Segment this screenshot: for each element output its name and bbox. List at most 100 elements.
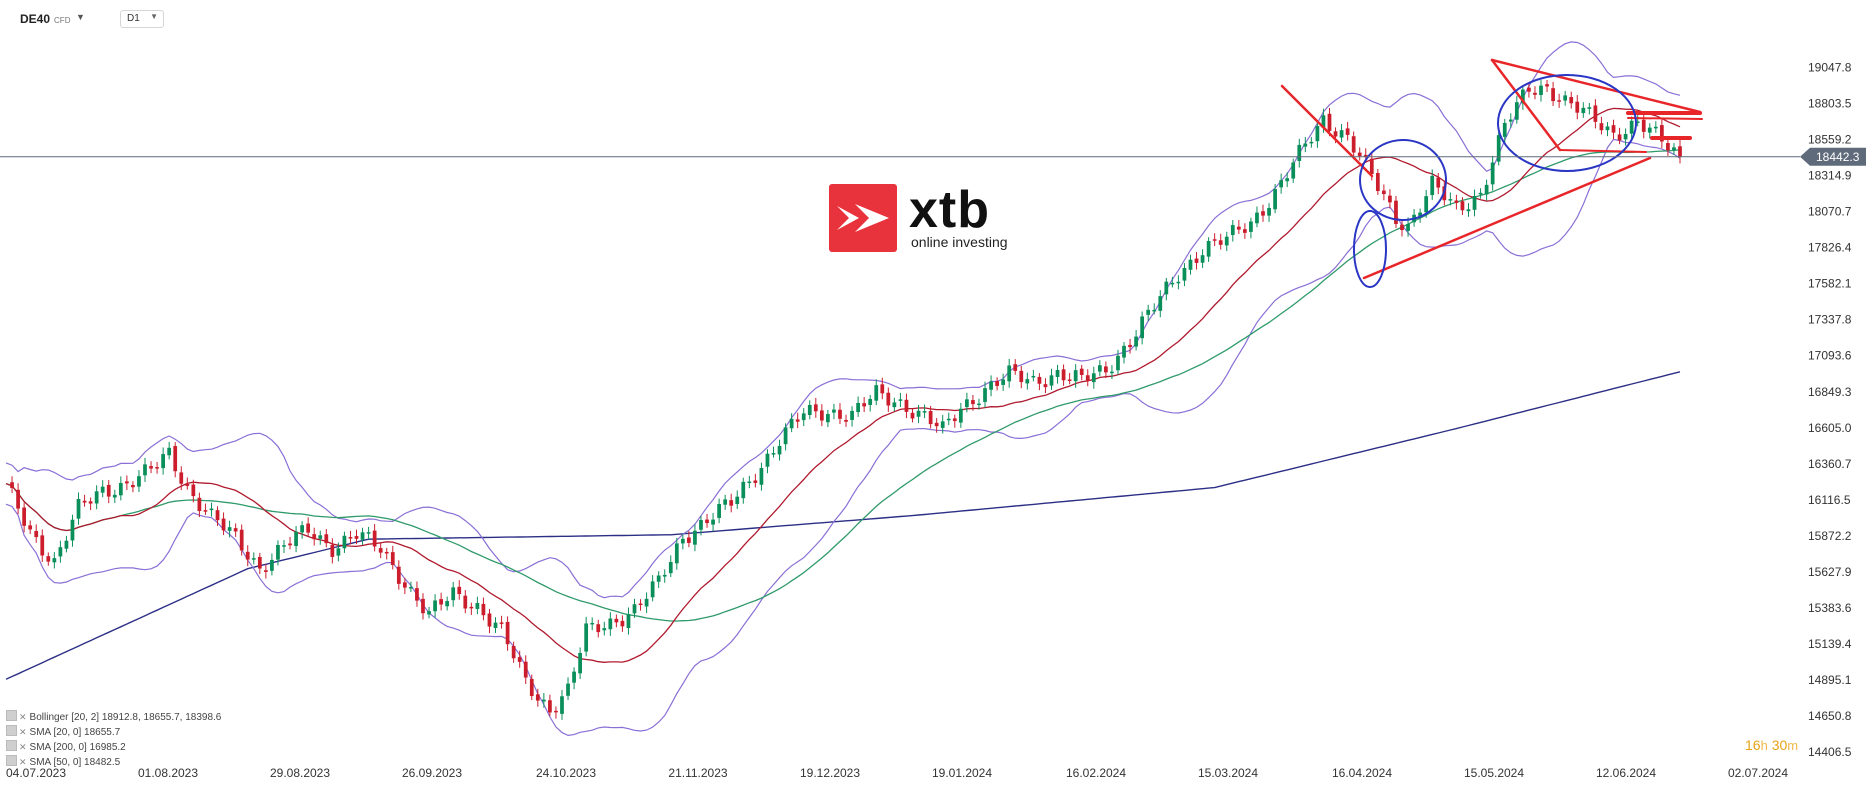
candle[interactable] (384, 547, 389, 560)
candle[interactable] (457, 580, 462, 600)
candle[interactable] (179, 466, 184, 491)
candle[interactable] (910, 408, 915, 423)
candle[interactable] (475, 596, 480, 615)
candle[interactable] (1212, 233, 1217, 247)
candle[interactable] (535, 688, 540, 707)
candle[interactable] (185, 477, 190, 490)
candle[interactable] (735, 490, 740, 509)
candle[interactable] (1097, 360, 1102, 377)
candle[interactable] (1647, 123, 1652, 139)
candle[interactable] (1599, 116, 1604, 135)
candle[interactable] (1236, 220, 1241, 234)
candle[interactable] (1182, 263, 1187, 287)
candle[interactable] (1623, 128, 1628, 146)
candle[interactable] (795, 412, 800, 429)
candle[interactable] (1085, 369, 1090, 387)
candle[interactable] (747, 475, 752, 489)
candle[interactable] (360, 527, 365, 545)
candle[interactable] (687, 531, 691, 548)
candle[interactable] (717, 498, 721, 524)
candle[interactable] (167, 441, 172, 460)
candle[interactable] (862, 396, 867, 412)
candle[interactable] (58, 540, 63, 563)
candle[interactable] (940, 414, 945, 434)
candle[interactable] (312, 527, 317, 546)
candle[interactable] (191, 479, 196, 503)
candle[interactable] (741, 477, 746, 504)
candle[interactable] (759, 462, 764, 491)
candle[interactable] (922, 404, 927, 419)
candle[interactable] (844, 414, 848, 427)
candle[interactable] (1255, 206, 1259, 228)
candle[interactable] (1339, 124, 1344, 143)
candle[interactable] (1188, 254, 1193, 275)
candle[interactable] (1079, 364, 1084, 381)
candle[interactable] (916, 404, 921, 424)
candle[interactable] (118, 476, 123, 501)
candle[interactable] (493, 617, 498, 633)
candle[interactable] (699, 515, 703, 536)
candle[interactable] (1508, 113, 1513, 128)
candle[interactable] (294, 525, 298, 553)
candle[interactable] (137, 470, 141, 493)
candle[interactable] (1158, 290, 1163, 318)
candle[interactable] (1303, 137, 1308, 153)
candle[interactable] (451, 581, 456, 607)
candle[interactable] (1061, 364, 1066, 386)
candle[interactable] (421, 593, 425, 620)
candle[interactable] (203, 503, 208, 515)
close-icon[interactable]: ✕ (19, 712, 27, 722)
candle[interactable] (1055, 364, 1060, 384)
candle[interactable] (233, 523, 238, 537)
circle-april-consolidation[interactable] (1359, 139, 1447, 221)
candle[interactable] (330, 538, 335, 564)
candle[interactable] (1394, 195, 1398, 228)
candle[interactable] (1466, 203, 1471, 217)
candle[interactable] (1128, 338, 1132, 354)
candle[interactable] (1279, 173, 1284, 194)
candle[interactable] (270, 553, 274, 576)
candle[interactable] (1224, 231, 1229, 252)
candle[interactable] (662, 569, 667, 583)
candle[interactable] (124, 475, 129, 490)
candle[interactable] (1206, 237, 1211, 262)
candle[interactable] (1641, 113, 1646, 139)
candle[interactable] (34, 524, 39, 543)
candle[interactable] (197, 492, 202, 518)
candle[interactable] (705, 513, 709, 528)
candle[interactable] (1388, 189, 1392, 209)
candle[interactable] (1067, 372, 1072, 385)
candle[interactable] (826, 409, 830, 428)
legend-bollinger[interactable]: ✕ Bollinger [20, 2] 18912.8, 18655.7, 183… (6, 710, 221, 725)
candle[interactable] (372, 524, 377, 552)
candle[interactable] (729, 493, 734, 513)
candle[interactable] (1478, 188, 1483, 199)
candle[interactable] (173, 442, 178, 478)
candle[interactable] (529, 674, 534, 701)
candle[interactable] (898, 392, 903, 408)
candle[interactable] (1176, 275, 1181, 290)
candle[interactable] (578, 647, 582, 680)
candle[interactable] (227, 520, 232, 538)
candle[interactable] (40, 529, 45, 562)
candle[interactable] (904, 393, 909, 419)
candle[interactable] (1267, 203, 1271, 222)
candle[interactable] (952, 414, 957, 428)
candle[interactable] (838, 403, 842, 425)
candle[interactable] (965, 392, 969, 413)
candle[interactable] (1460, 197, 1465, 216)
candle[interactable] (771, 446, 776, 458)
candle[interactable] (928, 405, 933, 429)
candle[interactable] (263, 564, 268, 579)
symbol-selector[interactable]: DE40 CFD (20, 12, 70, 26)
candle[interactable] (977, 398, 981, 410)
candle[interactable] (463, 590, 468, 614)
candle[interactable] (777, 439, 782, 461)
trendline-march-high[interactable] (1280, 84, 1374, 178)
candle[interactable] (832, 403, 836, 420)
candle[interactable] (1496, 129, 1501, 166)
candle[interactable] (433, 594, 437, 618)
candle[interactable] (1418, 208, 1423, 223)
candle[interactable] (1557, 93, 1562, 108)
candle[interactable] (584, 616, 589, 657)
